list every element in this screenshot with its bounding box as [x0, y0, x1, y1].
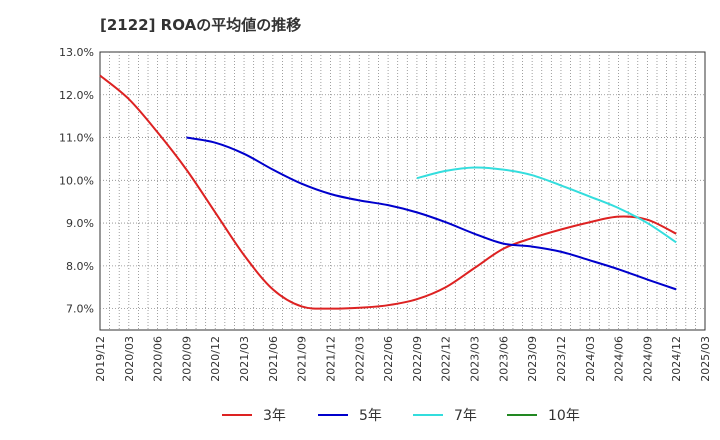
- series-line-1: [186, 136, 677, 291]
- x-tick-label: 2020/09: [180, 336, 193, 382]
- y-tick-label: 10.0%: [59, 174, 94, 187]
- x-tick-label: 2024/09: [641, 336, 654, 382]
- series-layer: [99, 74, 677, 310]
- x-tick-label: 2022/03: [353, 336, 366, 382]
- axis-layer: 7.0% 8.0% 9.0% 10.0% 11.0% 12.0% 13.0% 2019/12 2…: [59, 46, 712, 382]
- grid-layer: [99, 51, 706, 331]
- y-tick-label: 8.0%: [66, 260, 94, 273]
- x-tick-label: 2021/09: [296, 336, 309, 382]
- x-tick-label: 2022/06: [382, 336, 395, 382]
- y-tick-label: 12.0%: [59, 89, 94, 102]
- series-line-2: [416, 166, 677, 244]
- x-tick-label: 2019/12: [94, 336, 107, 382]
- y-tick-label: 9.0%: [66, 217, 94, 230]
- x-tick-label: 2023/03: [469, 336, 482, 382]
- y-tick-label: 11.0%: [59, 132, 94, 145]
- legend-layer: 3年 5年 7年 10年: [222, 408, 580, 424]
- series-line-0: [99, 74, 677, 310]
- x-tick-label: 2024/03: [584, 336, 597, 382]
- x-tick-label: 2025/03: [699, 336, 712, 382]
- x-tick-label: 2023/12: [555, 336, 568, 382]
- x-tick-label: 2023/06: [497, 336, 510, 382]
- x-tick-label: 2022/09: [411, 336, 424, 382]
- x-tick-label: 2024/06: [613, 336, 626, 382]
- x-tick-label: 2022/12: [440, 336, 453, 382]
- plot-frame: [99, 51, 706, 331]
- x-tick-label: 2023/09: [526, 336, 539, 382]
- y-tick-label: 7.0%: [66, 303, 94, 316]
- x-tick-label: 2021/06: [267, 336, 280, 382]
- y-tick-label: 13.0%: [59, 46, 94, 59]
- legend-label-1: 5年: [359, 408, 382, 424]
- x-tick-label: 2021/03: [238, 336, 251, 382]
- legend-label-3: 10年: [548, 408, 580, 424]
- legend-label-0: 3年: [263, 408, 286, 424]
- legend-label-2: 7年: [454, 408, 477, 424]
- chart-title: [2122] ROAの平均値の推移: [100, 16, 302, 34]
- x-tick-label: 2020/06: [152, 336, 165, 382]
- x-tick-label: 2024/12: [670, 336, 683, 382]
- x-tick-label: 2020/12: [209, 336, 222, 382]
- x-tick-label: 2021/12: [324, 336, 337, 382]
- x-tick-label: 2020/03: [123, 336, 136, 382]
